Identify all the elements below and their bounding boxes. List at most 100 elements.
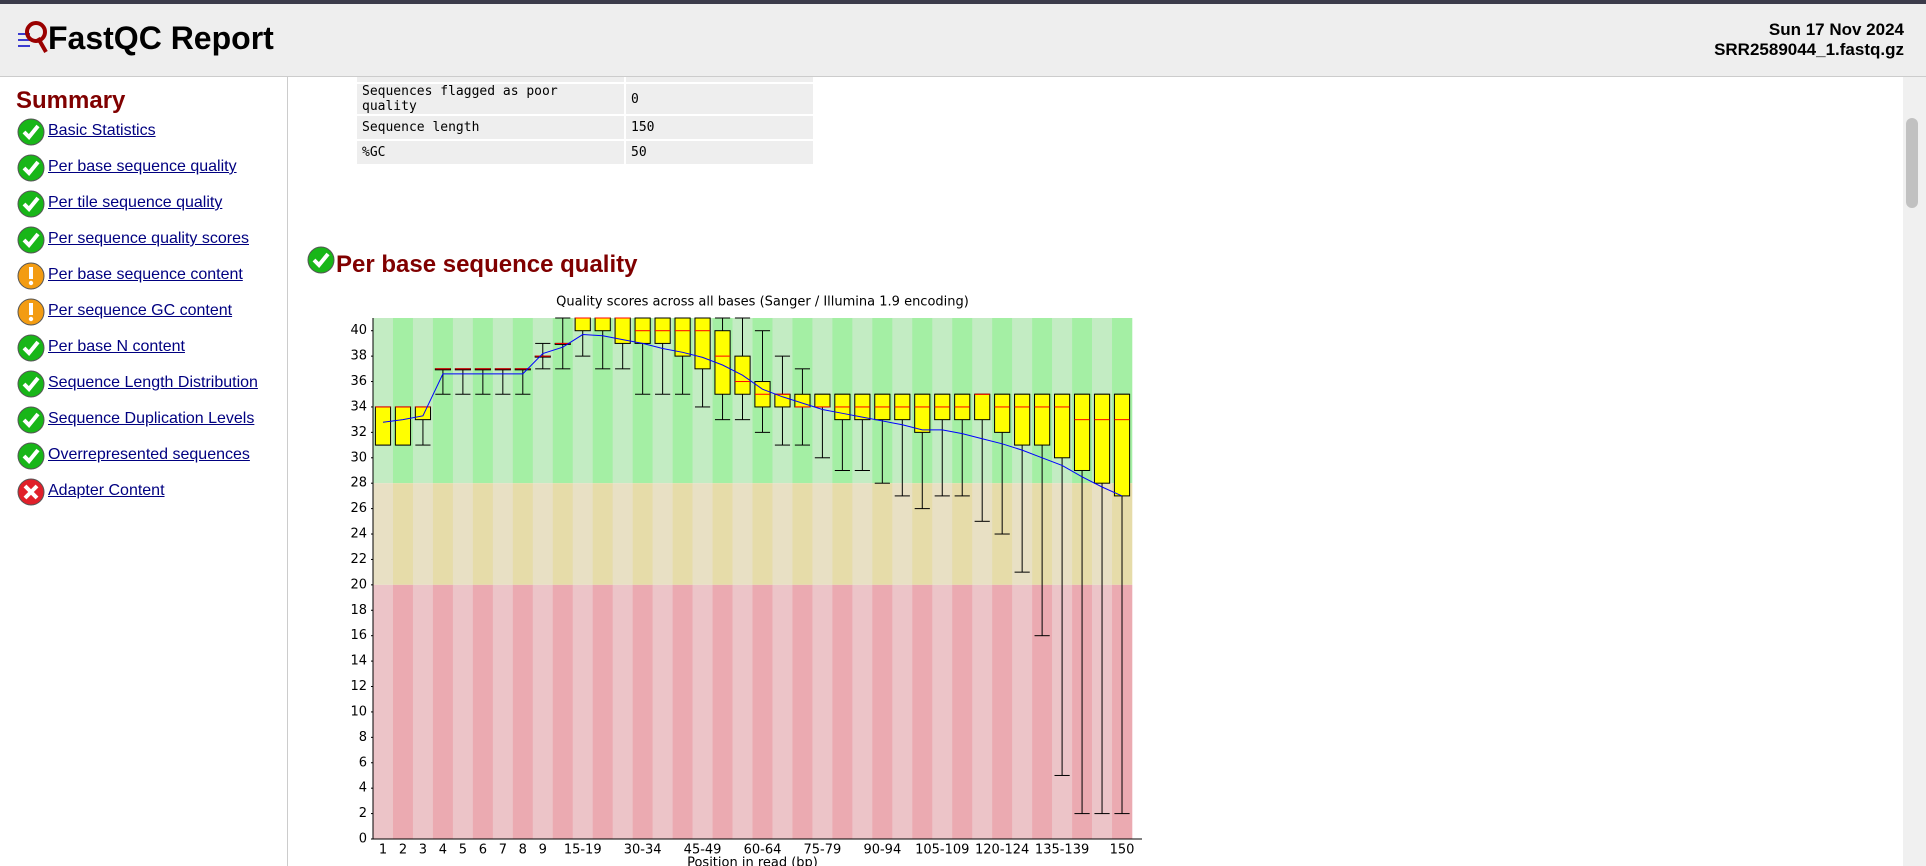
quality-zone — [373, 584, 394, 839]
summary-link[interactable]: Per sequence quality scores — [48, 230, 249, 247]
quality-zone — [492, 584, 514, 839]
summary-link[interactable]: Per base N content — [48, 338, 185, 355]
box — [394, 406, 412, 446]
quality-zone — [552, 483, 574, 585]
status-icon — [307, 246, 335, 274]
summary-link[interactable]: Per sequence GC content — [48, 302, 233, 319]
x-tick-label: 8 — [519, 843, 527, 858]
summary-link[interactable]: Sequence Length Distribution — [48, 374, 258, 391]
table-cell: 150 — [626, 116, 813, 139]
summary-link[interactable]: Overrepresented sequences — [48, 446, 250, 463]
quality-zone — [373, 483, 394, 585]
table-row: Sequences flagged as poor quality 0 — [357, 84, 813, 114]
quality-zone — [452, 584, 474, 839]
y-tick-label: 34 — [350, 399, 367, 414]
quality-zone — [732, 483, 753, 585]
y-tick-label: 4 — [359, 781, 367, 796]
quality-zone — [512, 318, 534, 484]
y-tick-label: 16 — [350, 628, 367, 643]
box — [674, 317, 691, 357]
x-axis-label: Position in read (bp) — [687, 856, 818, 866]
summary-link[interactable]: Per base sequence quality — [48, 158, 237, 175]
y-tick-label: 6 — [359, 755, 367, 770]
quality-zone — [452, 318, 474, 484]
quality-zone — [712, 483, 733, 585]
quality-zone — [792, 584, 813, 839]
quality-zone — [852, 483, 873, 585]
y-tick-label: 14 — [350, 654, 367, 669]
table-row: Total Bases166 Mbp — [357, 77, 813, 82]
quality-zone — [572, 483, 594, 585]
quality-zone — [972, 483, 993, 585]
status-icon — [17, 154, 45, 182]
summary-link[interactable]: Per base sequence content — [48, 266, 243, 283]
status-icon — [17, 190, 45, 218]
quality-zone — [392, 483, 414, 585]
table-cell: Sequences flagged as poor quality — [357, 84, 624, 114]
quality-zone — [552, 584, 574, 839]
box — [974, 393, 991, 421]
quality-zone — [652, 483, 673, 585]
quality-zone — [772, 483, 793, 585]
x-tick-label: 30-34 — [624, 843, 662, 858]
box — [994, 393, 1011, 433]
quality-zone — [412, 318, 434, 484]
box — [774, 393, 791, 408]
y-tick-label: 40 — [350, 323, 367, 338]
quality-zone — [892, 483, 913, 585]
quality-zone — [812, 584, 833, 839]
x-tick-label: 2 — [399, 843, 407, 858]
y-tick-label: 22 — [350, 552, 367, 567]
quality-zone — [672, 318, 693, 484]
quality-zone — [852, 584, 873, 839]
x-tick-label: 7 — [499, 843, 507, 858]
main-content: Total Bases166 Mbp Sequences flagged as p… — [288, 77, 1902, 866]
y-tick-label: 26 — [350, 501, 367, 516]
scrollbar[interactable] — [1903, 77, 1926, 866]
summary-title: Summary — [16, 87, 126, 114]
x-tick-label: 5 — [459, 843, 467, 858]
scrollbar-thumb[interactable] — [1906, 118, 1918, 208]
y-tick-label: 18 — [350, 603, 367, 618]
quality-zone — [932, 584, 953, 839]
y-tick-label: 0 — [359, 832, 367, 847]
quality-zone — [412, 483, 434, 585]
summary-link[interactable]: Basic Statistics — [48, 122, 156, 139]
quality-zone — [812, 483, 833, 585]
report-file: SRR2589044_1.fastq.gz — [1714, 40, 1904, 59]
report-date: Sun 17 Nov 2024 — [1768, 20, 1904, 39]
quality-zone — [392, 318, 414, 484]
x-tick-label: 9 — [539, 843, 547, 858]
x-tick-label: 90-94 — [863, 843, 901, 858]
window-bar — [0, 0, 1926, 4]
quality-zone — [492, 483, 514, 585]
y-tick-label: 36 — [350, 374, 367, 389]
x-tick-label: 6 — [479, 843, 487, 858]
icon-check — [22, 376, 40, 392]
quality-zone — [952, 584, 973, 839]
quality-zone — [872, 483, 893, 585]
status-icon — [17, 334, 45, 362]
icon-check — [22, 448, 40, 464]
quality-zone — [672, 584, 693, 839]
chart-title: Quality scores across all bases (Sanger … — [556, 295, 969, 310]
summary-link[interactable]: Adapter Content — [48, 482, 165, 499]
icon-check — [312, 252, 330, 268]
status-icon — [17, 262, 45, 290]
section-title: Per base sequence quality — [336, 251, 638, 278]
table-cell: %GC — [357, 141, 624, 164]
quality-zone — [572, 318, 594, 484]
quality-zone — [872, 584, 893, 839]
summary-link[interactable]: Per tile sequence quality — [48, 194, 223, 211]
y-tick-label: 38 — [350, 349, 367, 364]
box — [694, 317, 711, 370]
sidebar: Summary Basic Statistics Per base sequenc… — [0, 77, 288, 866]
box — [814, 393, 831, 408]
icon-check — [22, 412, 40, 428]
y-tick-label: 10 — [350, 704, 367, 719]
box — [594, 317, 611, 332]
status-icon — [17, 442, 45, 470]
summary-link[interactable]: Sequence Duplication Levels — [48, 410, 255, 427]
quality-zone — [952, 483, 973, 585]
icon-check — [22, 160, 40, 176]
